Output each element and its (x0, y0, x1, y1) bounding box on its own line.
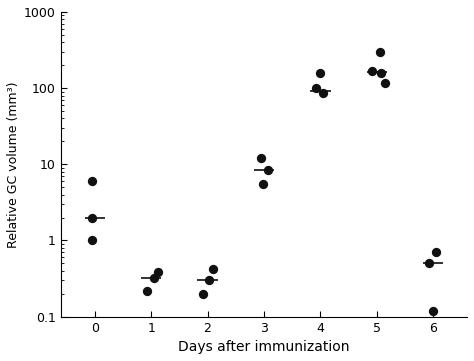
Point (382, 81, 389, 86)
Point (88, 238, 96, 243)
Point (368, 68, 376, 73)
Point (205, 277, 212, 283)
Point (259, 181, 266, 187)
Point (150, 275, 158, 281)
Point (432, 249, 440, 255)
Point (429, 308, 437, 313)
Point (88, 178, 96, 184)
Point (425, 261, 432, 266)
X-axis label: Days after immunization: Days after immunization (178, 340, 350, 354)
Point (143, 288, 150, 293)
Y-axis label: Relative GC volume (mm³): Relative GC volume (mm³) (7, 81, 20, 248)
Point (376, 49, 383, 55)
Point (154, 270, 162, 275)
Point (88, 215, 96, 221)
Point (199, 291, 207, 297)
Point (210, 266, 217, 272)
Point (312, 85, 319, 91)
Point (317, 70, 324, 75)
Point (377, 70, 385, 75)
Point (257, 155, 265, 161)
Point (319, 91, 327, 96)
Point (264, 167, 272, 173)
